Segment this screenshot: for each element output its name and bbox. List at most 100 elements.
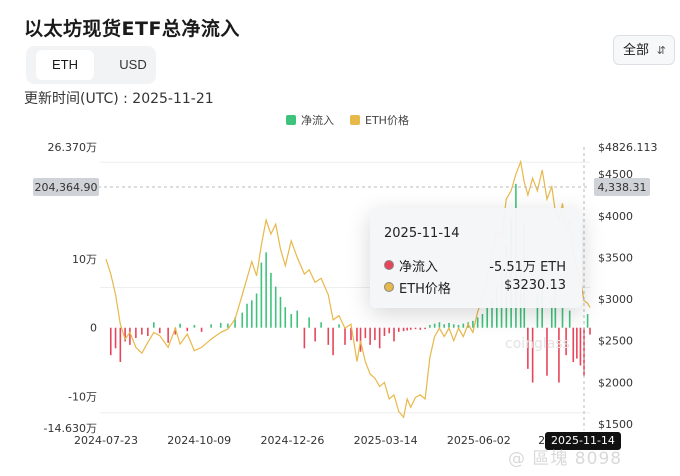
left-value-label: 204,364.90 [35,181,98,194]
net-inflow-bar [219,322,222,328]
tooltip-date: 2025-11-14 [384,226,460,241]
net-inflow-bar [531,327,534,383]
tooltip-label-price: ETH价格 [399,282,451,297]
net-inflow-bar [457,324,460,328]
net-inflow-bar [174,327,177,335]
net-inflow-bar [119,327,122,362]
net-inflow-bar [135,327,137,339]
net-inflow-bar [393,327,395,342]
range-select[interactable]: 全部 ⇵ [613,35,675,65]
legend-label-price: ETH价格 [365,114,409,127]
net-inflow-bar [576,327,578,359]
right-tick-label: $1500 [598,418,633,431]
net-inflow-bar [374,327,376,341]
net-inflow-bar [147,327,149,336]
net-inflow-bar [406,327,408,331]
net-inflow-bar [424,327,426,330]
net-inflow-bar [296,310,299,328]
net-inflow-bar [364,327,367,339]
left-value-badge [33,178,99,196]
net-inflow-bar [314,327,316,342]
tooltip-value-price: $3230.13 [503,278,566,293]
net-inflow-bar [260,262,263,328]
tooltip-dot-inflow [384,260,394,270]
net-inflow-bar [109,327,112,356]
left-tick-label: 10万 [72,253,97,266]
net-inflow-bar [279,296,282,328]
net-inflow-bar [284,307,287,328]
legend-label-inflow: 净流入 [301,114,334,127]
left-tick-label: 26.370万 [48,141,98,154]
right-value-badge [594,178,650,196]
net-inflow-bar [250,300,253,328]
net-inflow-bar [561,307,564,328]
right-tick-label: $2500 [598,335,633,348]
tooltip-dot-price [384,282,394,292]
net-inflow-bar [565,327,567,356]
toggle-eth[interactable]: ETH [36,50,94,80]
legend-swatch-inflow [286,115,296,125]
net-inflow-bar [452,324,455,328]
net-inflow-bar [234,317,236,328]
right-tick-label: $3000 [598,293,633,306]
net-inflow-bar [486,307,489,328]
legend-item-price[interactable]: ETH价格 [350,112,409,128]
x-tick-label: 2024-07-23 [74,434,138,447]
net-inflow-bar [589,327,591,335]
eth-price-line [105,159,591,419]
chart-legend: 净流入 ETH价格 [286,112,409,128]
toggle-usd[interactable]: USD [119,57,147,72]
left-tick-label: -14.630万 [44,422,97,435]
net-inflow-bar [153,322,155,328]
left-tick-label: 0 [90,322,97,335]
coinglass-watermark: coinglass [505,336,570,352]
net-inflow-bar [383,327,386,336]
currency-toggle: ETH USD [26,46,156,84]
net-inflow-bar [414,327,417,330]
net-inflow-bar [586,314,589,328]
net-inflow-bar [443,324,446,328]
crosshair-date-label: 2025-11-14 [545,432,621,450]
page-title: 以太坊现货ETF总净流入 [24,18,240,40]
net-inflow-bar [448,322,450,328]
net-inflow-bar [402,327,405,332]
net-inflow-bar [124,327,126,342]
range-select-value: 全部 [623,43,650,58]
legend-swatch-price [350,115,360,125]
net-inflow-bar [338,324,340,328]
net-inflow-bar [433,323,436,328]
net-inflow-bar [546,327,548,376]
right-tick-label: $3500 [598,251,633,264]
author-watermark: @ 區塊 8098 [508,449,623,469]
net-inflow-bar [327,327,330,345]
net-inflow-bar [158,327,161,334]
net-inflow-bar [579,327,582,366]
net-inflow-bar [419,327,422,330]
right-tick-label: $4000 [598,210,633,223]
net-inflow-bar [476,317,479,328]
net-inflow-bar [227,323,229,328]
net-inflow-bar [481,314,484,328]
net-inflow-bar [167,327,169,343]
legend-item-inflow[interactable]: 净流入 [286,112,334,128]
net-inflow-bar [568,310,571,328]
right-tick-label: $4500 [598,168,633,181]
right-tick-label: $2000 [598,376,633,389]
net-inflow-bar [572,327,575,362]
net-inflow-bar [344,327,346,345]
x-tick-label: 2025-06-02 [447,434,511,447]
net-inflow-bar [274,286,277,328]
x-tick-label: 2024-10-09 [167,434,231,447]
x-tick-label: 2025-03-14 [354,434,418,447]
net-inflow-bar [462,323,465,328]
net-inflow-bar [320,322,322,328]
net-inflow-bar [193,324,196,328]
net-inflow-bar [429,324,431,328]
net-inflow-bar [491,300,493,328]
right-tick-label: $4826.113 [598,141,658,154]
net-inflow-bar [186,327,189,332]
net-inflow-bar [200,327,203,332]
updated-time: 更新时间(UTC) : 2025-11-21 [24,91,214,107]
net-inflow-bar [378,327,381,349]
net-inflow-bar [308,317,310,328]
